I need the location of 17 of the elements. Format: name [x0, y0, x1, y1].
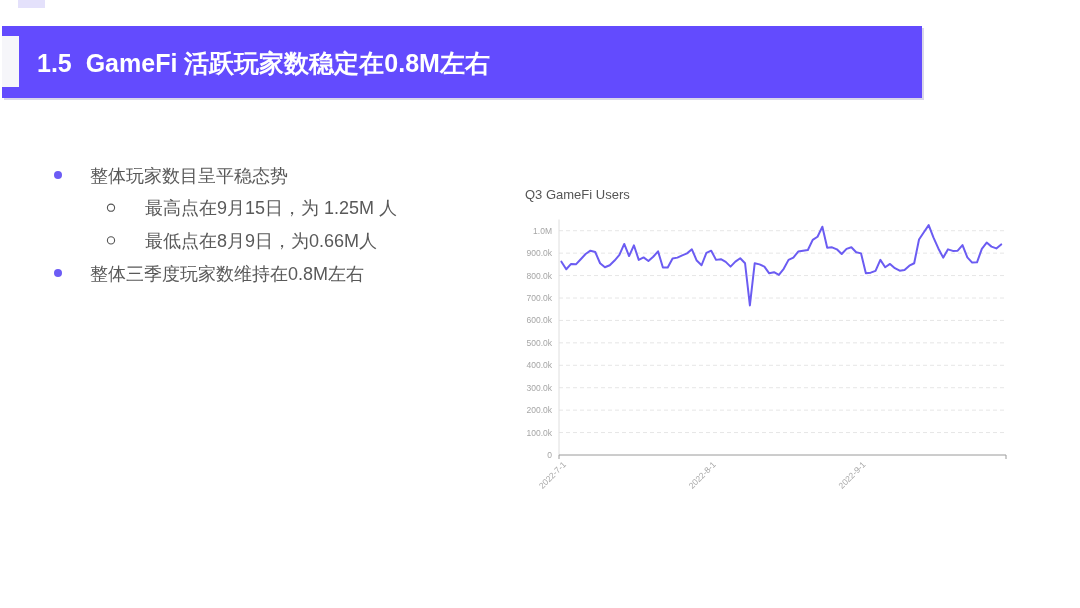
y-tick-label: 0 [547, 450, 553, 460]
y-tick-label: 800.0k [526, 270, 553, 281]
annotation: 最高点在9月15日，为 1.25M 人 [106, 198, 398, 219]
y-tick-label: 900.0k [526, 248, 553, 259]
y-tick-label: 100.0k [526, 427, 553, 438]
y-tick-label: 600.0k [526, 315, 553, 326]
y-tick-label: 500.0k [526, 337, 553, 348]
annotation: 最低点在8月9日，为0.66M人 [106, 230, 378, 251]
y-tick-label: 400.0k [526, 360, 553, 371]
y-tick-label: 300.0k [526, 382, 553, 393]
title: 1.5 GameFi 活跃玩家数稳定在0.8M左右 [37, 49, 490, 77]
y-tick-label: 700.0k [526, 293, 553, 303]
annotation: 整体玩家数目呈平稳态势 [54, 165, 288, 186]
chart-title: Q3 GameFi Users [525, 187, 630, 202]
annotation: 整体三季度玩家数维持在0.8M左右 [54, 263, 365, 284]
y-tick-label: 1.0M [533, 225, 552, 236]
y-tick-label: 200.0k [526, 405, 553, 416]
